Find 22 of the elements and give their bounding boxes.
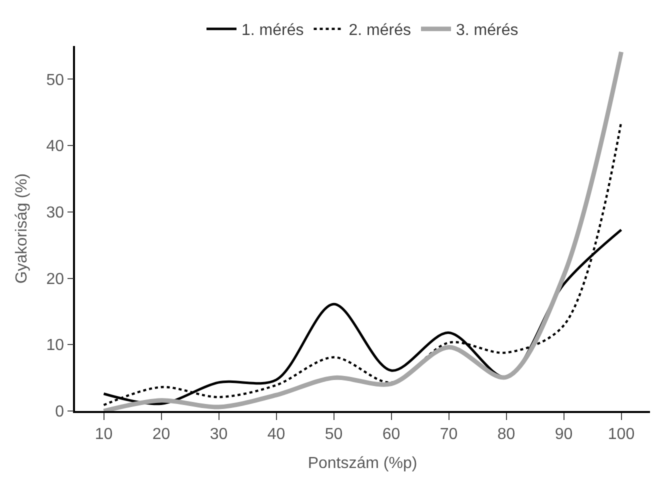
line-series — [102, 50, 624, 411]
x-tick-label: 70 — [440, 426, 458, 443]
x-tick-label: 10 — [94, 426, 113, 443]
legend-label: 2. mérés — [348, 22, 411, 40]
y-tick-label: 30 — [46, 204, 64, 222]
x-tick-label: 60 — [382, 426, 400, 443]
x-tick-label: 50 — [324, 426, 343, 443]
legend-label: 1. mérés — [242, 22, 304, 40]
y-tick-label: 20 — [46, 270, 64, 288]
x-axis-title: Pontszám (%p) — [308, 455, 418, 472]
x-tick-label: 30 — [210, 426, 228, 443]
y-tick-label: 10 — [46, 337, 64, 354]
x-tick-label: 40 — [267, 426, 286, 443]
x-tick-label: 80 — [497, 426, 516, 443]
y-tick-label: 40 — [46, 138, 64, 156]
y-axis-title: Gyakoriság (%) — [14, 173, 31, 284]
legend-label: 3. mérés — [456, 22, 518, 40]
x-tick-label: 100 — [608, 426, 635, 443]
y-tick-label: 0 — [55, 404, 64, 421]
y-tick-label: 50 — [46, 72, 64, 89]
x-tick-label: 20 — [152, 426, 170, 443]
x-tick-label: 90 — [554, 426, 573, 443]
